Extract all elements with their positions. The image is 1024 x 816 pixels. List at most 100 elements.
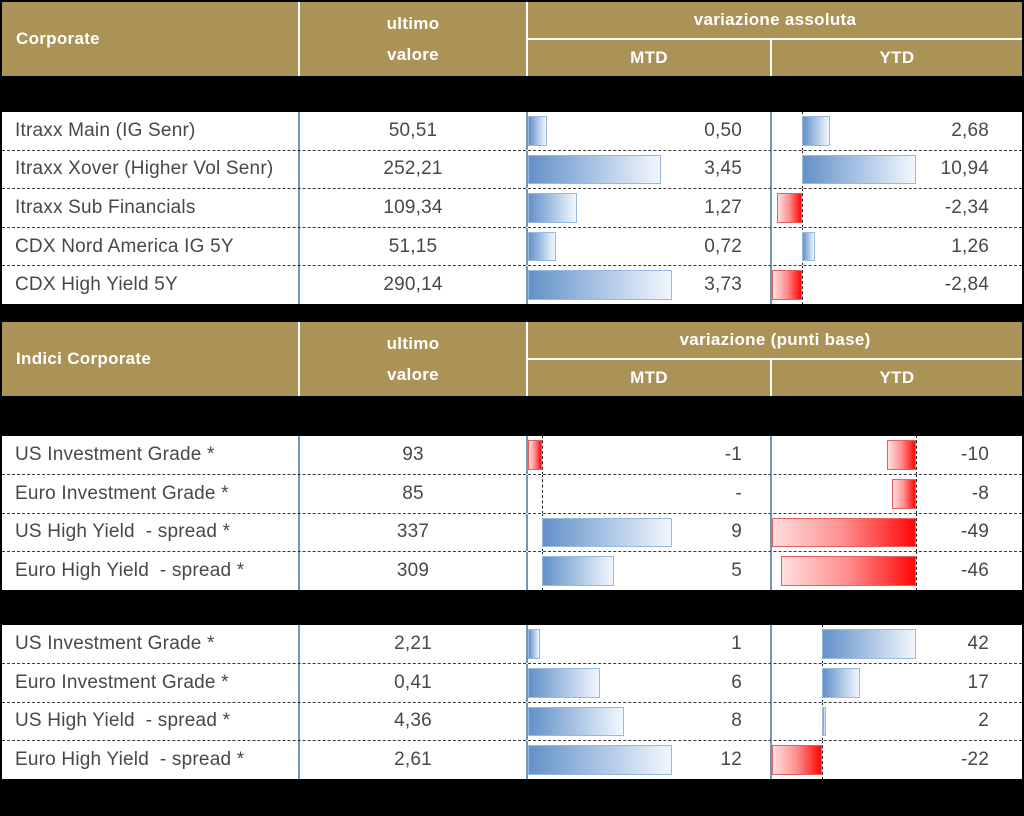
mtd-value: 3,73: [704, 274, 742, 296]
mtd-axis-line: [542, 436, 544, 474]
ytd-value: 42: [967, 632, 989, 654]
mtd-value: 12: [720, 749, 742, 771]
row-label-cell: US Investment Grade *: [2, 625, 300, 663]
ultimo-valore-header: ultimo valore: [300, 2, 528, 76]
mtd-cell: 0,72: [528, 227, 772, 266]
ytd-header: YTD: [879, 368, 915, 387]
row-label: US High Yield - spread *: [15, 710, 231, 732]
mtd-value: -1: [724, 443, 742, 465]
mtd-positive-bar: [528, 667, 600, 698]
last-value-cell: 109,34: [300, 189, 528, 227]
row-label: CDX Nord America IG 5Y: [15, 235, 234, 257]
last-value-cell: 252,21: [300, 150, 528, 189]
row-label: Euro Investment Grade *: [15, 671, 229, 693]
header-line-valore: valore: [387, 44, 439, 64]
ytd-header: YTD: [879, 48, 915, 67]
last-value-cell: 290,14: [300, 266, 528, 304]
mtd-cell: 9: [528, 513, 772, 552]
ytd-cell: -49: [772, 513, 1022, 552]
ytd-cell: -8: [772, 474, 1022, 513]
mtd-value: 8: [731, 710, 742, 732]
variation-header-group: variazione (punti base) MTD YTD: [528, 322, 1022, 396]
mtd-positive-bar: [528, 270, 672, 300]
ytd-negative-bar: [777, 193, 802, 223]
table-row: Euro High Yield - spread * 309 5 -46: [2, 551, 1022, 590]
last-value: 109,34: [383, 196, 443, 218]
mtd-positive-bar: [528, 193, 578, 223]
table-row: Itraxx Xover (Higher Vol Senr) 252,21 3,45…: [2, 149, 1022, 189]
last-value-cell: 309: [300, 552, 528, 590]
ytd-cell: 10,94: [772, 150, 1022, 189]
mtd-positive-bar: [528, 154, 662, 185]
mtd-value: 1: [731, 632, 742, 654]
row-label: Euro High Yield - spread *: [15, 560, 245, 582]
mtd-value: -: [735, 482, 742, 504]
ytd-cell: 42: [772, 625, 1022, 663]
mtd-cell: 1: [528, 625, 772, 663]
mtd-cell: 8: [528, 702, 772, 741]
corporate-table: Itraxx Main (IG Senr) 50,51 0,50 2,68 Itraxx…: [2, 112, 1022, 304]
row-label-cell: CDX High Yield 5Y: [2, 266, 300, 304]
table-row: CDX Nord America IG 5Y 51,15 0,72 1,26: [2, 226, 1022, 266]
row-label-cell: Euro Investment Grade *: [2, 474, 300, 513]
indici-corporate-spread-table: US Investment Grade * 93 -1 -10 Euro Investm…: [2, 436, 1022, 590]
section-gap: [0, 76, 1024, 112]
mtd-cell: 0,50: [528, 112, 772, 150]
row-label-cell: US High Yield - spread *: [2, 513, 300, 552]
last-value: 337: [396, 521, 430, 543]
mtd-cell: 3,45: [528, 150, 772, 189]
mtd-value: 0,50: [704, 119, 742, 141]
header-line-ultimo: ultimo: [386, 333, 440, 353]
table-row: Itraxx Main (IG Senr) 50,51 0,50 2,68: [2, 112, 1022, 150]
ytd-value: -46: [960, 560, 989, 582]
ytd-axis-line: [801, 266, 803, 304]
indici-corporate-header: Indici Corporate ultimo valore variazion…: [2, 322, 1022, 396]
mtd-value: 0,72: [704, 235, 742, 257]
mtd-cell: -1: [528, 436, 772, 474]
ytd-cell: 17: [772, 663, 1022, 702]
table-row: Itraxx Sub Financials 109,34 1,27 -2,34: [2, 188, 1022, 227]
last-value: 0,41: [394, 671, 432, 693]
indici-corporate-yield-table: US Investment Grade * 2,21 1 42 Euro Investm…: [2, 625, 1022, 779]
header-line-valore: valore: [387, 364, 439, 384]
variation-header: variazione assoluta: [528, 2, 1022, 40]
ytd-cell: -46: [772, 552, 1022, 590]
ytd-negative-bar: [772, 745, 822, 775]
table-row: Euro Investment Grade * 85 - -8: [2, 473, 1022, 513]
last-value-cell: 337: [300, 513, 528, 552]
ytd-axis-line: [801, 189, 803, 227]
ytd-positive-bar: [821, 706, 826, 737]
last-value-cell: 51,15: [300, 227, 528, 266]
last-value-cell: 93: [300, 436, 528, 474]
ytd-positive-bar: [821, 629, 916, 659]
last-value-cell: 2,61: [300, 741, 528, 779]
ytd-axis-line: [916, 474, 917, 513]
section-gap: [0, 590, 1024, 625]
ytd-value: -10: [960, 443, 989, 465]
mtd-cell: 1,27: [528, 189, 772, 227]
ytd-value: -8: [971, 482, 989, 504]
row-label-cell: US High Yield - spread *: [2, 702, 300, 741]
row-label-cell: Euro High Yield - spread *: [2, 552, 300, 590]
mtd-positive-bar: [528, 629, 540, 659]
ytd-cell: -10: [772, 436, 1022, 474]
table-row: US High Yield - spread * 4,36 8 2: [2, 701, 1022, 741]
row-label: US Investment Grade *: [15, 632, 215, 654]
ultimo-valore-header: ultimo valore: [300, 322, 528, 396]
mtd-header: MTD: [528, 360, 772, 396]
row-label-cell: Itraxx Main (IG Senr): [2, 112, 300, 150]
ytd-value: 2: [978, 710, 989, 732]
ytd-cell: 1,26: [772, 227, 1022, 266]
row-label: US Investment Grade *: [15, 443, 215, 465]
row-label-cell: Itraxx Sub Financials: [2, 189, 300, 227]
header-line-ultimo: ultimo: [386, 13, 440, 33]
last-value: 93: [402, 443, 424, 465]
ytd-cell: -22: [772, 741, 1022, 779]
ytd-positive-bar: [801, 154, 916, 185]
variation-header-group: variazione assoluta MTD YTD: [528, 2, 1022, 76]
last-value: 2,21: [394, 632, 432, 654]
mtd-header: MTD: [528, 40, 772, 76]
last-value-cell: 85: [300, 474, 528, 513]
ytd-value: 17: [967, 671, 989, 693]
